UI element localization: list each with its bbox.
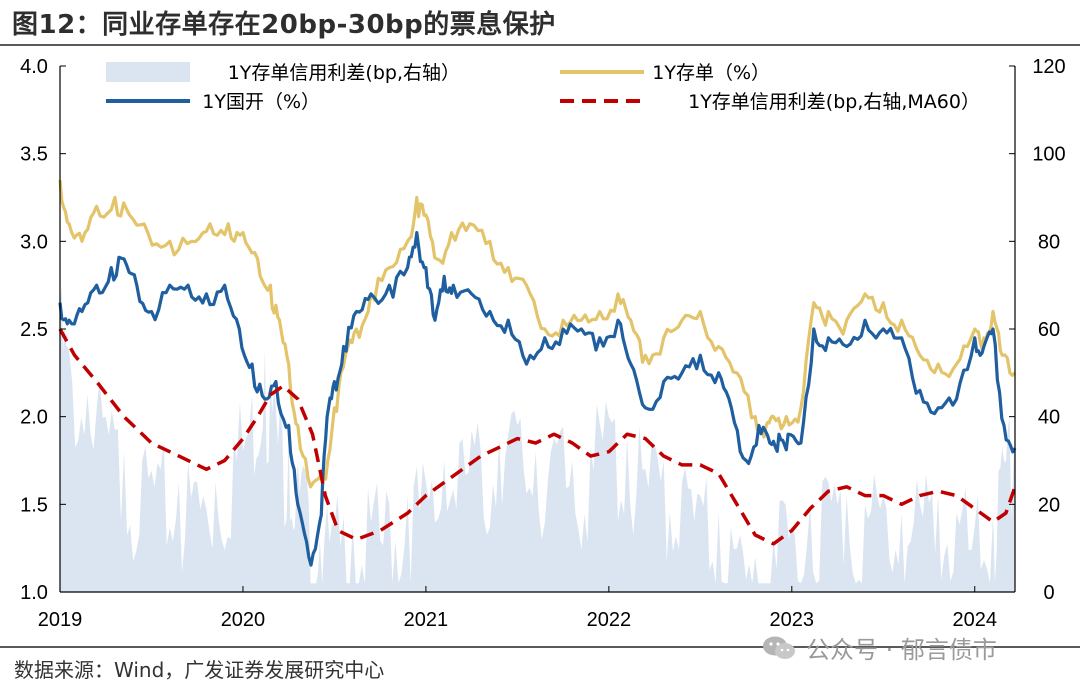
x-tick-label: 2024 [953, 609, 998, 631]
y-tick-label: 1.5 [20, 494, 48, 516]
legend-label: 1Y存单信用利差(bp,右轴） [228, 62, 460, 84]
y-tick-label: 2.0 [20, 407, 48, 429]
legend-label: 1Y存单信用利差(bp,右轴,MA60） [688, 91, 980, 113]
y-tick-label: 3.5 [20, 144, 48, 166]
figure-title: 图12：同业存单存在20bp-30bp的票息保护 [12, 9, 556, 40]
chart-canvas: 1.0 1.5 2.0 2.5 3.0 3.5 4.0 0 20 40 60 80 100 120 2019… [20, 56, 1066, 631]
y2-tick-label: 40 [1038, 407, 1060, 429]
legend-label: 1Y存单（%） [652, 62, 770, 84]
spread-ma60-line [58, 328, 1017, 546]
source-note: 数据来源：Wind，广发证券发展研究中心 [14, 658, 385, 682]
y2-tick-label: 0 [1043, 582, 1054, 604]
y-tick-label: 2.5 [20, 319, 48, 341]
x-tick-label: 2019 [38, 609, 83, 631]
y2-tick-label: 120 [1032, 56, 1065, 78]
x-tick-label: 2023 [770, 609, 815, 631]
footer-rule [0, 646, 1080, 648]
y2-tick-label: 20 [1038, 494, 1060, 516]
wechat-icon [762, 635, 796, 661]
spread-area [60, 284, 1015, 592]
watermark: 公众号 · 郁言债市 [762, 630, 997, 665]
cd-yield-line [58, 179, 1017, 489]
y2-tick-label: 80 [1038, 231, 1060, 253]
y-tick-label: 1.0 [20, 582, 48, 604]
y-tick-label: 4.0 [20, 56, 48, 78]
x-tick-label: 2021 [404, 609, 449, 631]
legend-label: 1Y国开（%） [202, 91, 320, 113]
figure-title-row: 图12：同业存单存在20bp-30bp的票息保护 [12, 4, 556, 40]
y-tick-label: 3.0 [20, 231, 48, 253]
legend-swatch [106, 62, 190, 82]
y2-tick-label: 100 [1032, 144, 1065, 166]
cdb-yield-line [58, 231, 1017, 567]
watermark-text: 公众号 · 郁言债市 [806, 636, 997, 664]
y2-tick-label: 60 [1038, 319, 1060, 341]
title-underline [0, 44, 1080, 46]
x-tick-label: 2020 [221, 609, 266, 631]
x-tick-label: 2022 [587, 609, 632, 631]
